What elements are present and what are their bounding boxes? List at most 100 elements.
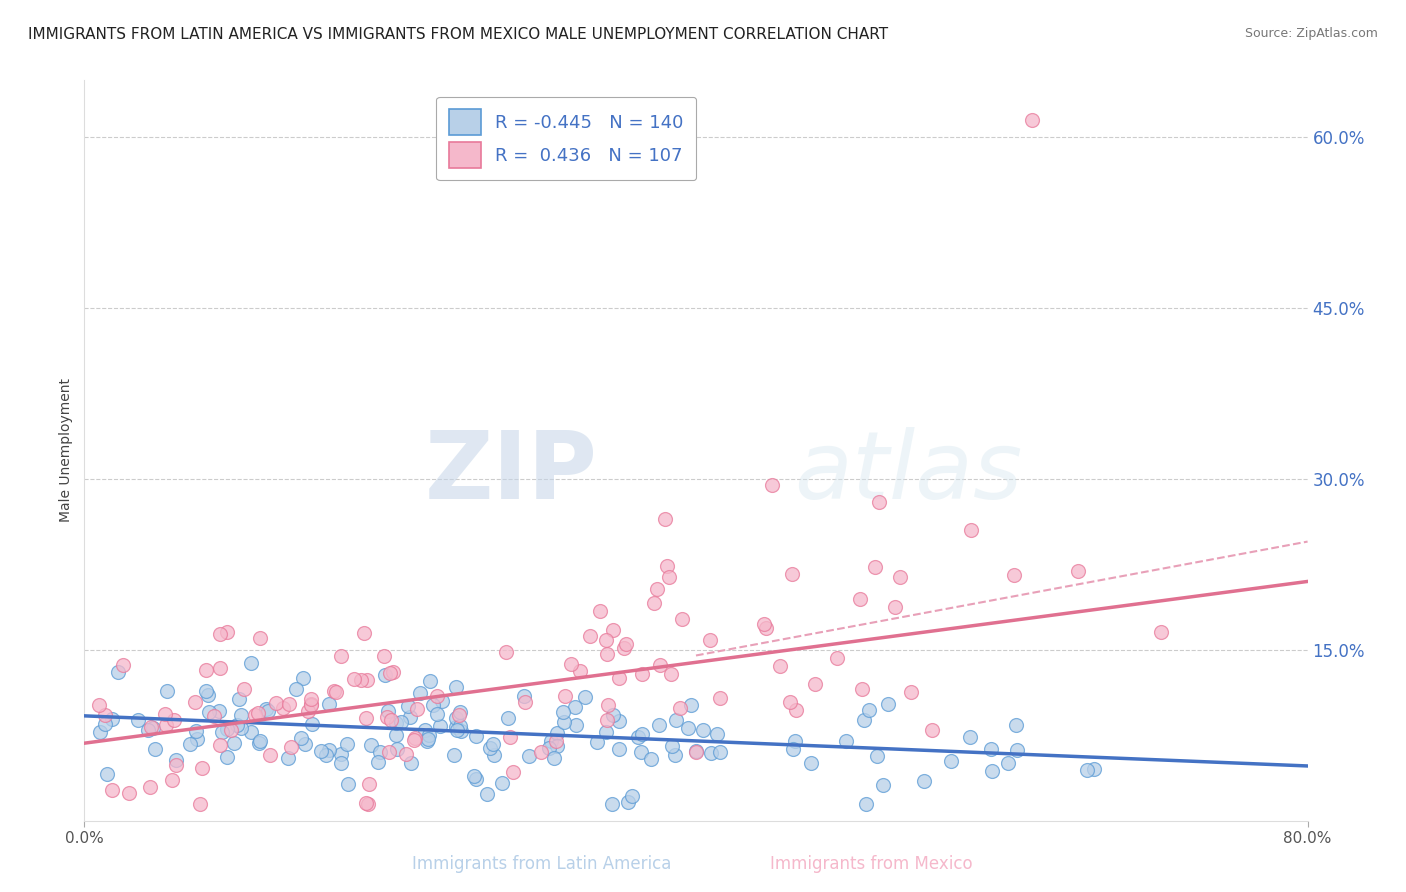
Point (266, 697, 288, 711)
Point (980, 742, 1002, 756)
Point (769, 659, 792, 673)
Point (596, 698, 619, 712)
Point (382, 665, 405, 680)
Text: Source: ZipAtlas.com: Source: ZipAtlas.com (1244, 27, 1378, 40)
Point (544, 733, 567, 747)
Point (752, 616, 775, 631)
Point (322, 684, 344, 698)
Point (254, 702, 277, 716)
Point (294, 737, 316, 751)
Point (94, 717, 117, 731)
Point (229, 707, 252, 722)
Point (89, 725, 111, 739)
Point (416, 732, 439, 747)
Point (143, 742, 166, 756)
Point (596, 713, 619, 727)
Point (900, 685, 922, 699)
Point (195, 684, 218, 698)
Point (546, 739, 568, 754)
Text: ZIP: ZIP (425, 426, 598, 518)
Point (658, 569, 681, 583)
Point (960, 523, 983, 537)
Point (240, 725, 263, 739)
Point (249, 631, 271, 645)
Point (538, 740, 561, 755)
Point (482, 737, 505, 751)
Point (217, 722, 239, 736)
Point (444, 710, 467, 724)
Point (450, 723, 472, 738)
Point (602, 797, 624, 811)
Point (889, 570, 911, 584)
Point (478, 741, 501, 756)
Point (785, 703, 807, 717)
Point (377, 704, 399, 718)
Point (706, 726, 728, 740)
Point (665, 713, 688, 727)
Point (360, 738, 382, 752)
Point (853, 713, 876, 727)
Point (215, 750, 238, 764)
Point (139, 780, 162, 794)
Point (495, 644, 517, 658)
Point (395, 747, 418, 762)
Point (153, 707, 176, 722)
Point (160, 773, 183, 788)
Point (669, 701, 692, 715)
Point (404, 731, 426, 746)
Point (444, 680, 467, 694)
Point (290, 731, 312, 745)
Point (368, 745, 391, 759)
Point (553, 714, 575, 729)
Point (560, 657, 582, 671)
Point (685, 744, 707, 758)
Point (285, 682, 308, 697)
Point (233, 681, 256, 696)
Point (418, 728, 440, 742)
Point (877, 698, 900, 712)
Point (648, 718, 671, 732)
Point (202, 708, 225, 723)
Point (401, 756, 423, 770)
Point (616, 637, 638, 651)
Point (981, 764, 1004, 779)
Point (640, 751, 662, 765)
Point (546, 725, 568, 739)
Point (872, 778, 894, 792)
Point (607, 714, 630, 728)
Point (679, 698, 702, 712)
Point (484, 748, 506, 763)
Point (785, 734, 807, 748)
Point (568, 664, 591, 678)
Point (540, 734, 562, 748)
Point (574, 690, 596, 705)
Point (240, 657, 263, 671)
Point (209, 738, 232, 752)
Point (664, 747, 686, 762)
Point (530, 745, 553, 759)
Point (165, 758, 187, 772)
Point (1076, 764, 1098, 778)
Text: Immigrants from Latin America: Immigrants from Latin America (412, 855, 671, 872)
Point (96, 767, 118, 781)
Point (247, 736, 270, 750)
Point (136, 723, 159, 738)
Point (409, 686, 432, 700)
Point (375, 710, 398, 724)
Point (356, 673, 378, 688)
Point (1005, 742, 1028, 756)
Point (163, 714, 186, 728)
Point (127, 713, 149, 727)
Point (513, 690, 536, 704)
Point (650, 658, 672, 673)
Text: Immigrants from Mexico: Immigrants from Mexico (770, 855, 973, 872)
Point (117, 786, 139, 800)
Point (685, 745, 707, 759)
Point (564, 718, 586, 732)
Point (432, 693, 454, 707)
Point (578, 629, 600, 643)
Point (914, 774, 936, 789)
Point (198, 705, 221, 719)
Point (156, 683, 179, 698)
Point (426, 689, 449, 703)
